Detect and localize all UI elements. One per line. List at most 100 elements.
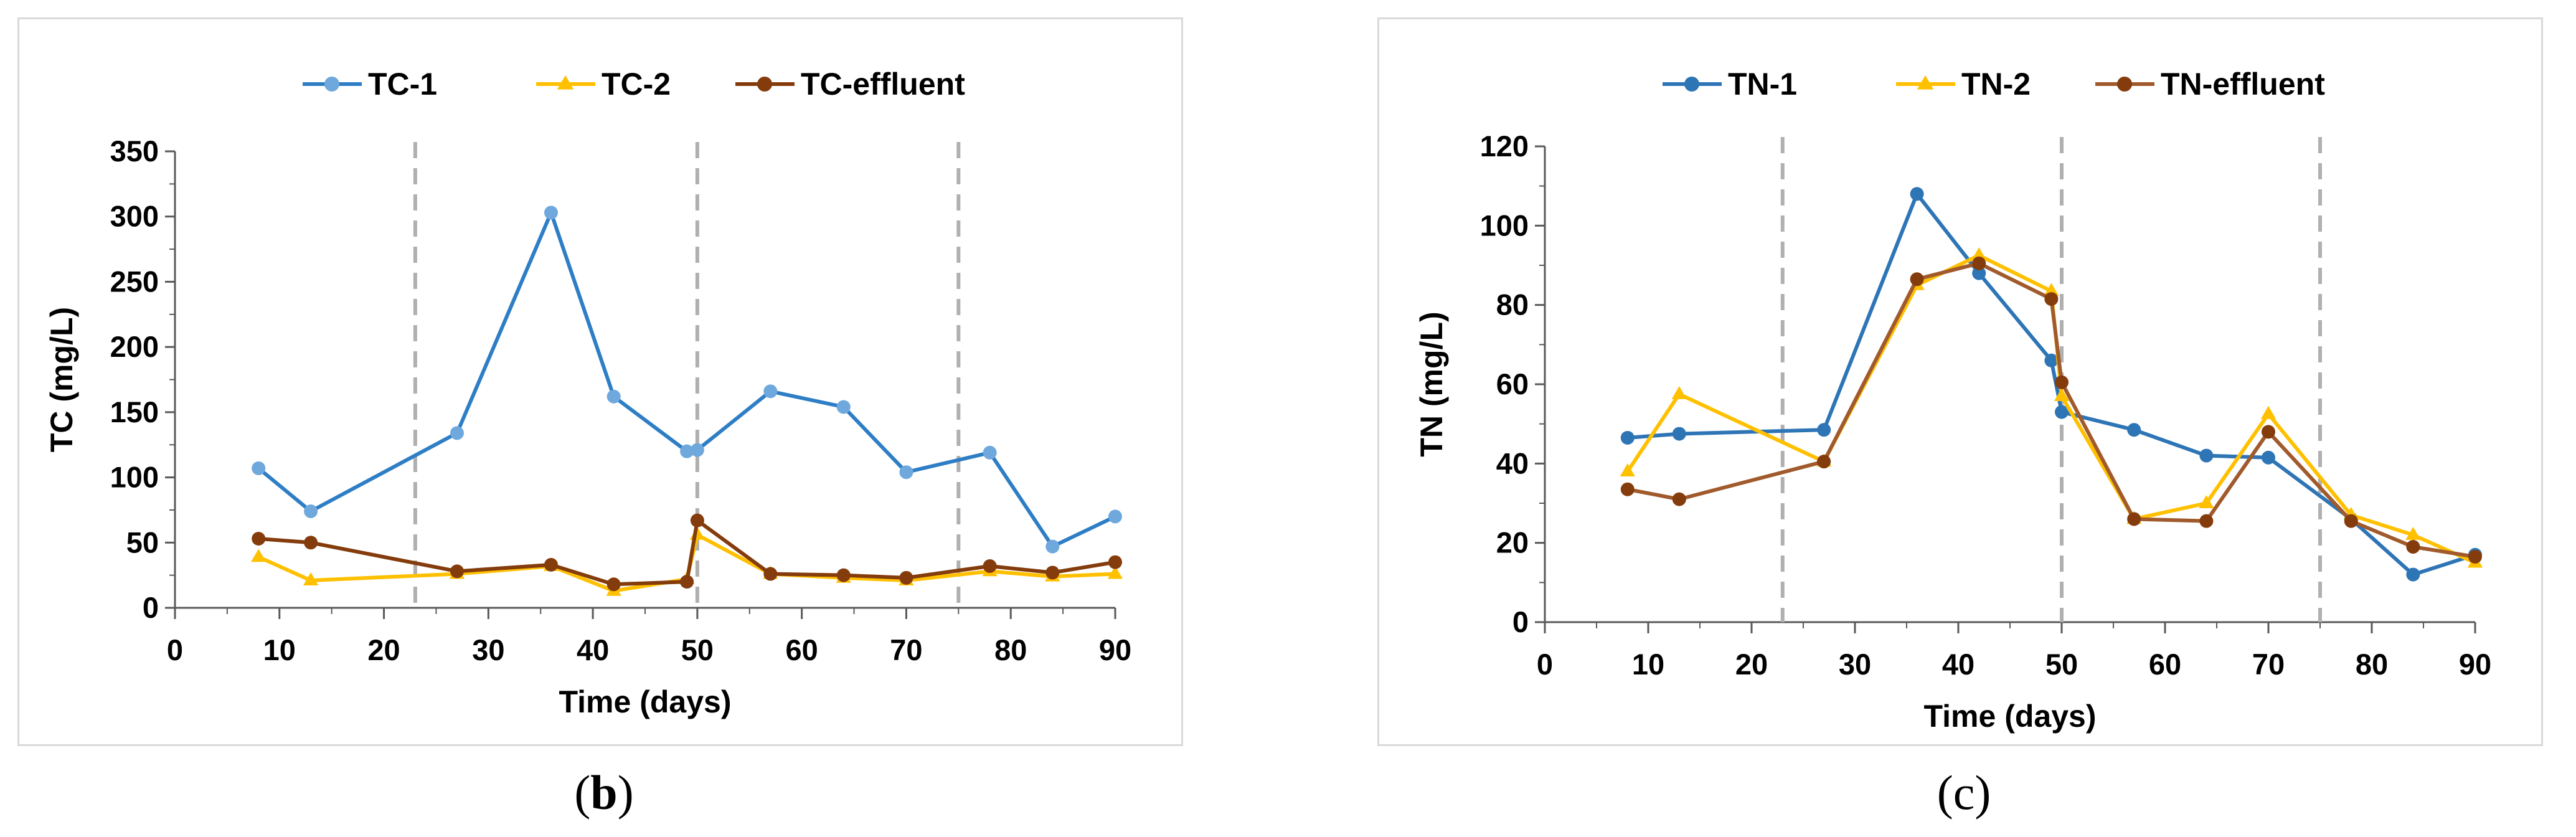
data-point-tn-1 [2406,567,2420,582]
data-point-tn-1 [1910,187,1924,201]
x-tick-label: 50 [681,633,714,666]
data-point-tn-1 [2262,450,2275,465]
data-point-tc-1 [680,444,694,458]
y-tick-label: 300 [110,200,159,233]
y-tick-label: 120 [1480,130,1529,163]
caption-b: (b) [574,765,634,820]
data-point-tn-1 [1972,266,1986,280]
x-tick-label: 60 [786,633,818,666]
data-point-tn-2 [2054,388,2070,402]
y-axis-label: TN (mg/L) [1414,311,1449,456]
y-tick-label: 100 [110,461,159,494]
data-point-tc-2 [557,75,574,90]
legend-item-tn-2: TN-2 [1896,67,2031,102]
legend-label: TN-2 [1961,67,2031,102]
chart-panel-tn: 0 20 40 60 80 100 120 0 10 20 30 40 50 60 70 80 90 Time (… [1377,17,2543,746]
data-point-tn-effluent [1672,492,1686,506]
legend-item-tn-effluent: TN-effluent [2095,67,2325,102]
tn-chart: 0 20 40 60 80 100 120 0 10 20 30 40 50 60 70 80 90 Time (… [1414,67,2491,734]
legend-label: TN-1 [1728,67,1797,102]
data-point-tc-1 [836,400,851,414]
data-point-tc-1 [450,426,464,440]
data-point-tn-2 [1620,463,1635,477]
data-point-tn-effluent [1620,482,1635,496]
data-point-tc-effluent [680,575,694,589]
legend: TC-1 TC-2 TC-effluent [303,67,965,102]
x-tick-label: 20 [367,633,400,666]
data-point-tn-effluent [2117,77,2132,92]
legend-label: TC-effluent [801,67,965,102]
legend-item-tc-2: TC-2 [536,67,671,102]
legend-label: TC-2 [602,67,671,102]
x-tick-label: 0 [167,633,183,666]
data-point-tn-2 [1671,385,1687,399]
chart-panel-tc: 0 50 100 150 200 250 300 350 0 10 20 30 40 50 60 70 80 90… [17,17,1183,746]
data-point-tn-2 [2044,283,2059,296]
data-point-tc-effluent [304,536,318,550]
x-tick-label: 20 [1735,648,1768,681]
data-point-tc-effluent [899,570,913,585]
x-axis-label: Time (days) [559,684,732,719]
data-point-tc-effluent [983,559,997,573]
y-tick-label: 80 [1496,288,1529,321]
data-point-tn-effluent [2262,425,2275,439]
data-point-tc-1 [544,206,558,220]
series-line-tc-1 [257,210,1116,549]
y-tick-label: 250 [110,265,159,298]
data-point-tn-effluent [2044,292,2059,306]
x-tick-label: 50 [2045,648,2078,681]
x-axis-label: Time (days) [1924,699,2097,734]
data-point-tc-effluent [690,513,704,527]
data-point-tn-effluent [1972,256,1986,270]
data-point-tc-effluent [1108,555,1122,569]
data-point-tc-effluent [544,557,558,572]
tc-chart: 0 50 100 150 200 250 300 350 0 10 20 30 40 50 60 70 80 90… [44,67,1131,719]
data-point-tc-2 [303,572,319,585]
y-tick-label: 200 [110,330,159,363]
x-tick-label: 80 [2356,648,2388,681]
y-tick-label: 150 [110,395,159,428]
y-tick-label: 50 [126,526,159,559]
data-point-tn-2 [2405,526,2421,540]
data-point-tc-1 [606,389,621,404]
x-tick-label: 0 [1537,648,1553,681]
data-point-tn-2 [1971,247,1987,261]
data-point-tn-1 [2055,405,2069,419]
data-point-tn-1 [1817,423,1831,437]
data-point-tc-1 [1108,509,1122,524]
x-tick-label: 90 [1099,633,1131,666]
data-point-tn-1 [2044,353,2059,367]
data-point-tc-effluent [757,77,772,92]
data-point-tn-effluent [1817,455,1831,469]
data-point-tc-1 [763,384,778,399]
x-tick-label: 90 [2459,648,2491,681]
data-point-tn-effluent [2468,549,2482,564]
y-tick-label: 350 [110,135,159,168]
data-point-tn-effluent [2199,514,2214,528]
y-tick-label: 40 [1496,447,1529,480]
data-point-tn-1 [1672,427,1686,441]
data-point-tn-effluent [2406,540,2420,554]
x-tick-label: 10 [1632,648,1664,681]
data-point-tc-2 [1107,565,1123,579]
series-tc-1 [252,206,1122,554]
caption-b-letter: b [590,765,618,820]
data-point-tc-1 [983,445,997,460]
x-tick-label: 70 [2252,648,2285,681]
x-tick-label: 30 [472,633,504,666]
x-tick-label: 10 [263,633,296,666]
data-point-tn-1 [2127,423,2141,437]
x-tick-label: 70 [890,633,922,666]
data-point-tc-1 [899,465,913,480]
x-tick-label: 40 [1942,648,1974,681]
data-point-tc-1 [304,504,318,519]
data-point-tn-effluent [2127,512,2141,526]
y-tick-label: 60 [1496,367,1529,400]
data-point-tn-2 [2260,405,2276,419]
data-point-tn-effluent [2344,514,2358,528]
y-tick-label: 0 [143,591,159,624]
legend-label: TC-1 [368,67,437,102]
data-point-tc-1 [252,461,266,475]
data-point-tc-effluent [836,568,851,582]
x-tick-label: 80 [994,633,1027,666]
